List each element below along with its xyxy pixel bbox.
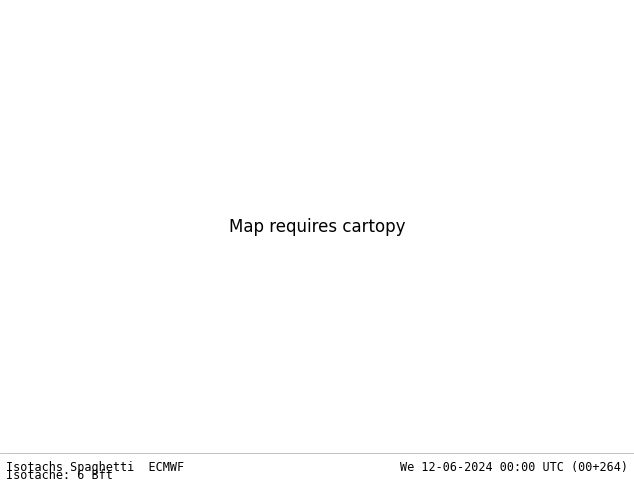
Text: Isotachs Spaghetti  ECMWF: Isotachs Spaghetti ECMWF bbox=[6, 462, 184, 474]
Text: Map requires cartopy: Map requires cartopy bbox=[229, 218, 405, 236]
Text: Isotache: 6 Bft: Isotache: 6 Bft bbox=[6, 469, 113, 482]
Text: We 12-06-2024 00:00 UTC (00+264): We 12-06-2024 00:00 UTC (00+264) bbox=[399, 462, 628, 474]
